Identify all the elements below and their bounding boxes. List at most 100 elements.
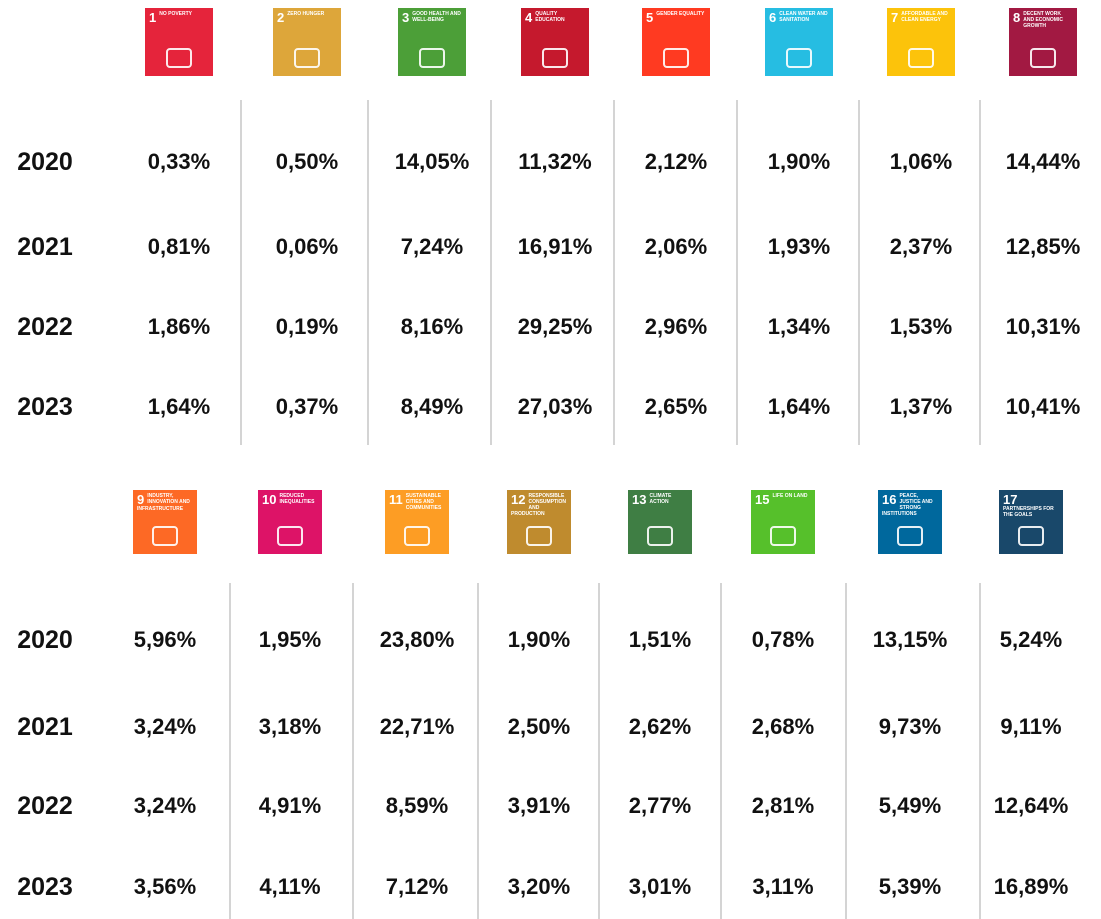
- sdg-icon: 4 QUALITY EDUCATION: [521, 8, 589, 76]
- percentage-value: 8,49%: [400, 394, 464, 419]
- percentage-value: 1,37%: [889, 394, 953, 419]
- year-label: 2020: [17, 148, 73, 176]
- percentage-value: 1,06%: [889, 149, 953, 174]
- percentage-value: 2,65%: [644, 394, 708, 419]
- percentage-value: 9,73%: [878, 714, 942, 739]
- sdg-label: CLIMATE ACTION: [649, 493, 672, 505]
- percentage-value: 2,12%: [644, 149, 708, 174]
- year-label: 2021: [17, 713, 73, 741]
- sdg-pictogram: [166, 48, 192, 68]
- sdg-number: 8: [1013, 10, 1021, 25]
- sdg-label: RESPONSIBLE CONSUMPTION AND PRODUCTION: [511, 493, 566, 517]
- percentage-value: 0,50%: [275, 149, 339, 174]
- percentage-value: 3,56%: [133, 874, 197, 899]
- sdg-number: 1: [149, 10, 157, 25]
- column-separator: [720, 583, 722, 919]
- column-separator: [490, 100, 492, 445]
- sdg-label: NO POVERTY: [159, 11, 193, 17]
- percentage-value: 2,96%: [644, 314, 708, 339]
- percentage-value: 16,91%: [517, 234, 593, 259]
- sdg-label: GENDER EQUALITY: [656, 11, 705, 17]
- year-label: 2022: [17, 313, 73, 341]
- sdg-icon: 7 AFFORDABLE AND CLEAN ENERGY: [887, 8, 955, 76]
- sdg-icon: 13 CLIMATE ACTION: [628, 490, 692, 554]
- percentage-value: 23,80%: [379, 627, 455, 652]
- sdg-number: 17: [1003, 492, 1018, 507]
- percentage-value: 1,95%: [258, 627, 322, 652]
- sdg-icon: 12 RESPONSIBLE CONSUMPTION AND PRODUCTION: [507, 490, 571, 554]
- column-separator: [858, 100, 860, 445]
- percentage-value: 4,91%: [258, 793, 322, 818]
- year-label: 2023: [17, 393, 73, 421]
- year-label: 2022: [17, 792, 73, 820]
- sdg-pictogram: [526, 526, 552, 546]
- percentage-value: 1,34%: [767, 314, 831, 339]
- column-separator: [598, 583, 600, 919]
- sdg-pictogram: [647, 526, 673, 546]
- percentage-value: 9,11%: [1000, 714, 1062, 739]
- percentage-value: 10,41%: [1005, 394, 1081, 419]
- sdg-number: 15: [755, 492, 770, 507]
- column-separator: [352, 583, 354, 919]
- percentage-value: 3,24%: [133, 714, 197, 739]
- sdg-pictogram: [152, 526, 178, 546]
- sdg-number: 6: [769, 10, 777, 25]
- year-label: 2020: [17, 626, 73, 654]
- percentage-value: 5,49%: [878, 793, 942, 818]
- sdg-pictogram: [663, 48, 689, 68]
- percentage-value: 12,85%: [1005, 234, 1081, 259]
- column-separator: [845, 583, 847, 919]
- sdg-icon: 8 DECENT WORK AND ECONOMIC GROWTH: [1009, 8, 1077, 76]
- percentage-value: 16,89%: [993, 874, 1069, 899]
- sdg-number: 4: [525, 10, 533, 25]
- column-separator: [477, 583, 479, 919]
- sdg-pictogram: [419, 48, 445, 68]
- percentage-value: 3,24%: [133, 793, 197, 818]
- sdg-pictogram: [908, 48, 934, 68]
- percentage-value: 1,51%: [628, 627, 692, 652]
- percentage-value: 2,50%: [507, 714, 571, 739]
- column-separator: [979, 100, 981, 445]
- column-separator: [979, 583, 981, 919]
- percentage-value: 3,20%: [507, 874, 571, 899]
- sdg-label: QUALITY EDUCATION: [535, 11, 565, 23]
- sdg-label: CLEAN WATER AND SANITATION: [779, 11, 828, 23]
- sdg-icon: 9 INDUSTRY, INNOVATION AND INFRASTRUCTURE: [133, 490, 197, 554]
- percentage-value: 1,90%: [767, 149, 831, 174]
- percentage-value: 2,68%: [751, 714, 815, 739]
- sdg-icon: 11 SUSTAINABLE CITIES AND COMMUNITIES: [385, 490, 449, 554]
- year-label: 2021: [17, 233, 73, 261]
- sdg-label: AFFORDABLE AND CLEAN ENERGY: [901, 11, 948, 23]
- percentage-value: 1,93%: [767, 234, 831, 259]
- percentage-value: 7,24%: [400, 234, 464, 259]
- column-separator: [240, 100, 242, 445]
- percentage-value: 0,37%: [275, 394, 339, 419]
- sdg-pictogram: [1018, 526, 1044, 546]
- sdg-label: PEACE, JUSTICE AND STRONG INSTITUTIONS: [882, 493, 933, 517]
- percentage-value: 0,78%: [751, 627, 815, 652]
- sdg-icon: 1 NO POVERTY: [145, 8, 213, 76]
- percentage-value: 1,86%: [147, 314, 211, 339]
- percentage-value: 1,53%: [889, 314, 953, 339]
- percentage-value: 12,64%: [993, 793, 1069, 818]
- sdg-number: 5: [646, 10, 654, 25]
- percentage-value: 5,96%: [133, 627, 197, 652]
- sdg-label: REDUCED INEQUALITIES: [279, 493, 315, 505]
- percentage-value: 2,06%: [644, 234, 708, 259]
- percentage-value: 14,44%: [1005, 149, 1081, 174]
- percentage-value: 0,19%: [275, 314, 339, 339]
- percentage-value: 13,15%: [872, 627, 948, 652]
- year-label: 2023: [17, 873, 73, 901]
- sdg-number: 12: [511, 492, 526, 507]
- sdg-pictogram: [404, 526, 430, 546]
- percentage-value: 3,18%: [258, 714, 322, 739]
- sdg-number: 2: [277, 10, 285, 25]
- column-separator: [367, 100, 369, 445]
- percentage-value: 2,77%: [628, 793, 692, 818]
- sdg-pictogram: [897, 526, 923, 546]
- percentage-value: 5,39%: [878, 874, 942, 899]
- percentage-value: 27,03%: [517, 394, 593, 419]
- percentage-value: 3,11%: [752, 874, 814, 899]
- column-separator: [229, 583, 231, 919]
- sdg-pictogram: [294, 48, 320, 68]
